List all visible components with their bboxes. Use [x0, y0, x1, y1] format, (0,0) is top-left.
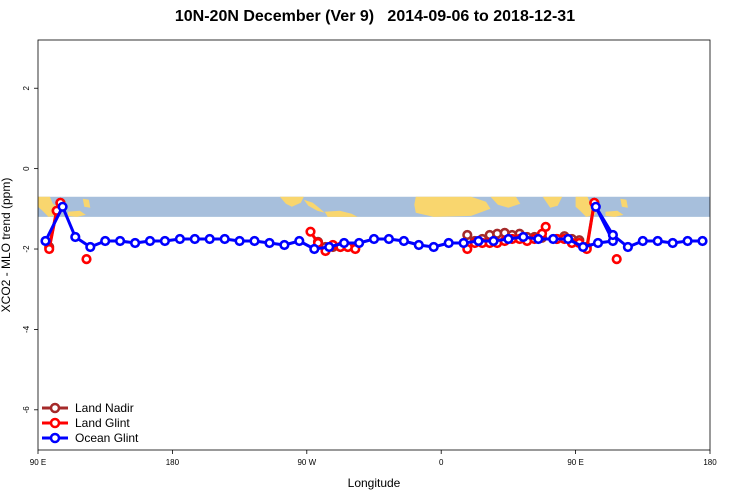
- data-point: [540, 221, 551, 232]
- data-point: [339, 237, 350, 249]
- data-point: [144, 235, 156, 247]
- data-point: [548, 233, 559, 245]
- data-point: [44, 243, 55, 255]
- legend-item-ocean-glint: Ocean Glint: [42, 430, 138, 445]
- data-point: [473, 235, 484, 247]
- y-tick-label: -4: [22, 325, 31, 333]
- legend-swatch-land-nadir: [42, 402, 68, 413]
- x-axis-label: Longitude: [347, 476, 401, 490]
- data-point: [204, 233, 215, 245]
- data-point: [324, 241, 335, 253]
- y-tick-label: -6: [22, 406, 31, 414]
- data-point: [159, 235, 170, 247]
- data-point: [592, 237, 604, 249]
- data-point: [413, 239, 424, 251]
- data-point: [533, 233, 544, 245]
- data-point: [518, 231, 529, 243]
- data-point: [443, 237, 454, 249]
- legend-label-land-nadir: Land Nadir: [75, 400, 134, 415]
- map-land-india: [542, 196, 563, 208]
- series-ocean-glint: [40, 201, 708, 255]
- data-point: [383, 233, 395, 245]
- data-point: [622, 241, 634, 253]
- x-tick-label: 90 E: [30, 458, 46, 467]
- data-point: [354, 237, 365, 249]
- data-point: [85, 241, 96, 253]
- data-point: [488, 235, 499, 247]
- data-point: [562, 233, 574, 245]
- legend-swatch-land-glint: [42, 417, 68, 428]
- y-tick-label: -2: [22, 245, 31, 253]
- map-land-indonesia: [67, 210, 86, 217]
- data-point: [264, 237, 275, 249]
- data-point: [667, 237, 678, 249]
- map-land-south-america: [324, 210, 358, 217]
- data-point: [279, 239, 290, 251]
- map-land-indonesia-2: [605, 210, 624, 217]
- data-point: [577, 241, 589, 253]
- map-land-philippines-2: [620, 198, 628, 208]
- map-land-north-america: [279, 196, 304, 207]
- world-map-band: [38, 196, 710, 217]
- map-land-central-america: [303, 199, 325, 213]
- data-point: [100, 235, 111, 247]
- y-tick-label: 0: [22, 166, 31, 171]
- x-tick-label: 0: [439, 458, 444, 467]
- data-point: [607, 229, 619, 241]
- data-point: [503, 233, 514, 245]
- data-point: [189, 233, 200, 245]
- data-point: [249, 235, 260, 247]
- legend-item-land-glint: Land Glint: [42, 415, 138, 430]
- data-point: [81, 254, 92, 265]
- data-point: [611, 254, 622, 265]
- data-point: [234, 235, 245, 247]
- legend-swatch-ocean-glint: [42, 432, 68, 443]
- data-point: [458, 237, 469, 249]
- x-tick-label: 90 E: [567, 458, 583, 467]
- chart-title: 10N-20N December (Ver 9) 2014-09-06 to 2…: [174, 8, 576, 25]
- data-point: [428, 241, 439, 253]
- data-point: [682, 235, 693, 247]
- legend-label-land-glint: Land Glint: [75, 415, 130, 430]
- legend-label-ocean-glint: Ocean Glint: [75, 430, 139, 445]
- legend: Land Nadir Land Glint Ocean Glint: [42, 400, 138, 445]
- data-point: [70, 231, 81, 243]
- data-series: [40, 197, 708, 265]
- data-point: [130, 237, 141, 249]
- y-axis-label: XCO2 - MLO trend (ppm): [0, 177, 13, 313]
- data-point: [40, 235, 51, 247]
- data-point: [114, 235, 126, 247]
- data-point: [309, 243, 320, 255]
- x-tick-label: 180: [703, 458, 717, 467]
- map-land-philippines: [82, 198, 91, 208]
- data-point: [398, 235, 410, 247]
- x-tick-label: 90 W: [297, 458, 316, 467]
- map-land-africa: [414, 196, 491, 217]
- axes: 90 E 180 90 W 0 90 E 180 2 0 -2 -4 -6: [22, 85, 717, 467]
- plot-frame: [37, 39, 711, 451]
- data-point: [637, 235, 648, 247]
- data-point: [462, 229, 473, 241]
- data-point: [590, 201, 601, 212]
- map-ocean: [38, 196, 710, 217]
- legend-item-land-nadir: Land Nadir: [42, 400, 138, 415]
- data-point: [294, 235, 305, 247]
- data-point: [652, 235, 663, 247]
- data-point: [174, 233, 185, 245]
- y-tick-label: 2: [22, 85, 31, 90]
- x-tick-label: 180: [166, 458, 180, 467]
- data-point: [305, 226, 316, 237]
- map-land-arabia: [490, 196, 521, 208]
- data-point: [57, 201, 68, 212]
- data-point: [368, 233, 380, 245]
- data-point: [219, 233, 230, 245]
- data-point: [697, 235, 708, 247]
